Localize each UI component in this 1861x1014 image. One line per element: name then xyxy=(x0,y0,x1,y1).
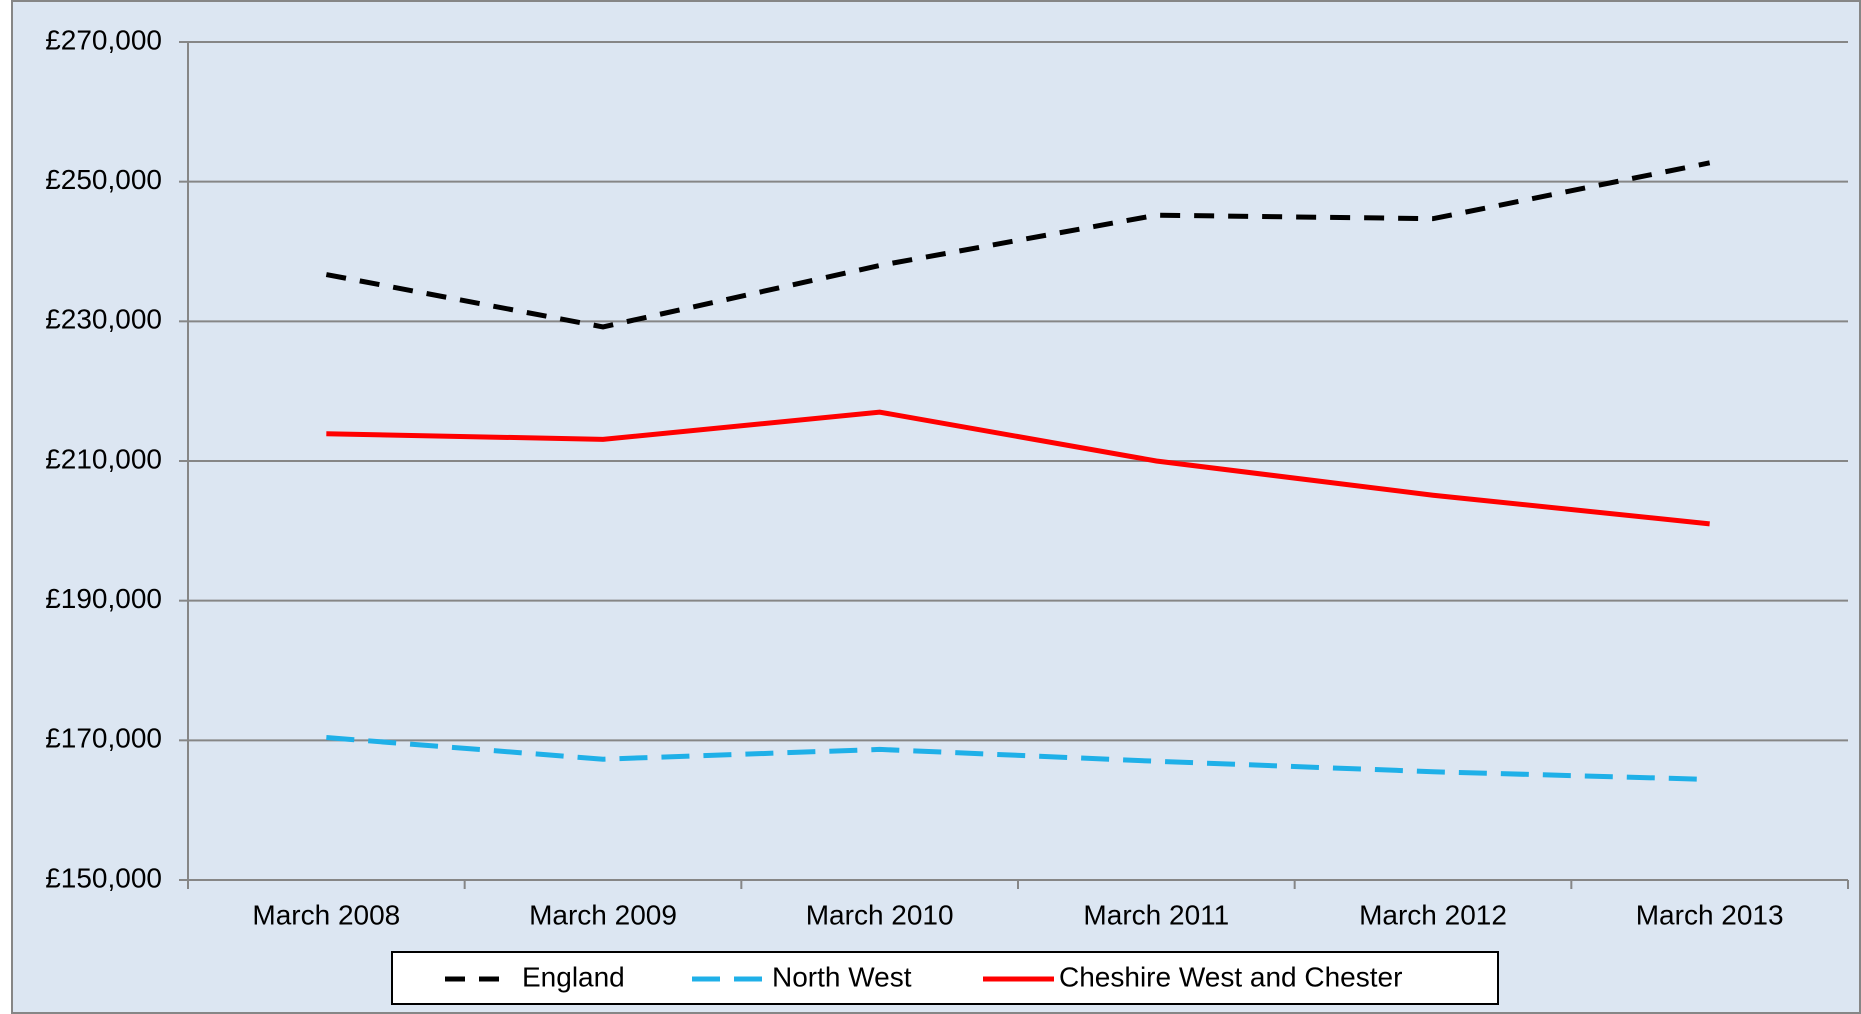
x-tick-label: March 2010 xyxy=(806,899,954,930)
chart-background xyxy=(11,0,1861,1014)
series-line xyxy=(326,409,1710,527)
y-tick-label: £250,000 xyxy=(45,164,162,195)
x-tick-label: March 2008 xyxy=(252,899,400,930)
y-tick-label: £210,000 xyxy=(45,443,162,474)
y-tick-label: £230,000 xyxy=(45,304,162,335)
legend-label: England xyxy=(522,961,625,992)
series-line xyxy=(325,160,1711,330)
legend-label: Cheshire West and Chester xyxy=(1059,961,1402,992)
x-tick-label: March 2012 xyxy=(1359,899,1507,930)
x-tick-label: March 2013 xyxy=(1636,899,1784,930)
y-tick-label: £190,000 xyxy=(45,583,162,614)
legend-box xyxy=(391,951,1499,1005)
x-tick-label: March 2011 xyxy=(1083,899,1229,930)
y-tick-label: £170,000 xyxy=(45,723,162,754)
x-tick-label: March 2009 xyxy=(529,899,677,930)
legend-label: North West xyxy=(772,961,912,992)
series-line xyxy=(326,735,1710,782)
y-tick-label: £150,000 xyxy=(45,862,162,893)
y-tick-label: £270,000 xyxy=(45,24,162,55)
